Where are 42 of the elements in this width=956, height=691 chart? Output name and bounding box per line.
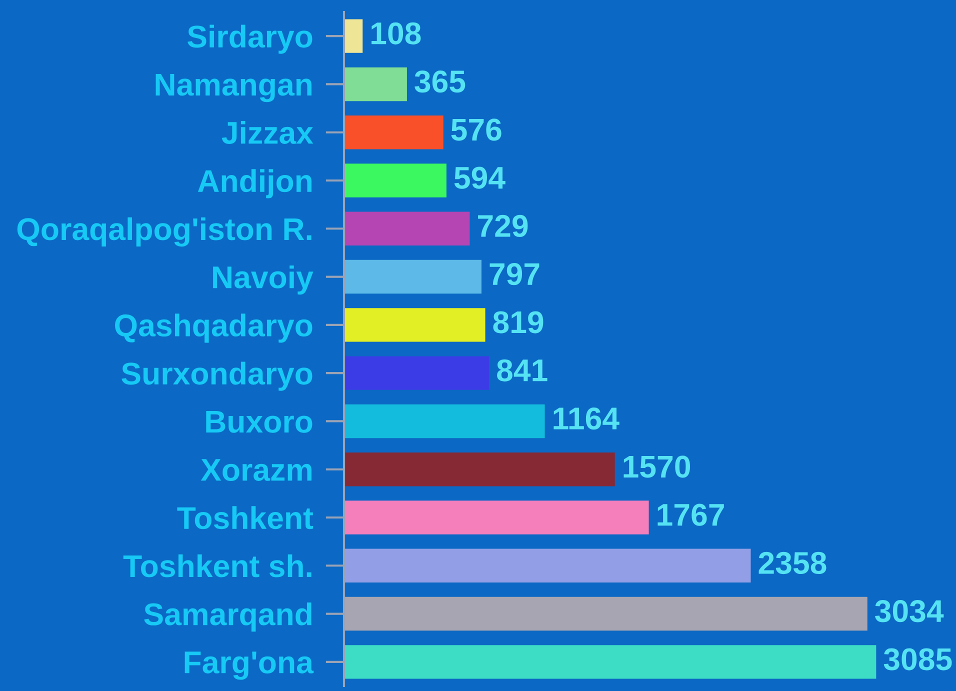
y-tick-label: Andijon [198, 169, 312, 198]
y-tick-label: Jizzax [222, 121, 314, 144]
y-tick-label: Qoraqalpog'iston R. [17, 217, 312, 247]
bar [344, 452, 615, 486]
bar [344, 260, 482, 294]
bar [344, 67, 407, 102]
bar [344, 212, 470, 246]
bar [344, 116, 444, 150]
y-tick-label: Surxondaryo [122, 362, 312, 391]
y-tick-label: Navoiy [213, 265, 314, 295]
data-label: 1767 [658, 504, 724, 526]
data-label: 1570 [624, 456, 690, 478]
data-label: 3085 [884, 648, 952, 670]
y-tick-label: Sirdaryo [188, 24, 312, 54]
bar [344, 596, 868, 631]
y-tick-label: Samarqand [144, 602, 312, 632]
y-tick-label: Toshkent sh. [123, 554, 312, 578]
bar [344, 19, 363, 53]
y-tick-label: Qashqadaryo [115, 314, 312, 343]
bar [344, 548, 751, 582]
data-label: 797 [490, 263, 540, 286]
y-tick-label: Toshkent [177, 506, 314, 530]
data-label: 365 [414, 70, 466, 93]
y-tick-label: Xorazm [200, 459, 312, 481]
data-label: 729 [478, 214, 528, 238]
bar [344, 164, 446, 198]
data-label: 2358 [758, 552, 826, 574]
data-label: 594 [454, 166, 506, 189]
y-tick-label: Farg'ona [184, 652, 314, 680]
bar [344, 308, 486, 342]
bar [344, 404, 545, 438]
data-label: 576 [451, 118, 502, 141]
bar [344, 645, 876, 679]
data-label: 841 [497, 359, 548, 382]
data-label: 3034 [875, 600, 944, 622]
y-tick-label: Buxoro [206, 411, 312, 433]
data-label: 819 [493, 311, 544, 334]
data-label: 108 [372, 22, 421, 44]
bar [344, 500, 649, 534]
data-label: 1164 [554, 407, 620, 430]
bar [344, 356, 490, 390]
y-tick-label: Namangan [156, 74, 312, 102]
